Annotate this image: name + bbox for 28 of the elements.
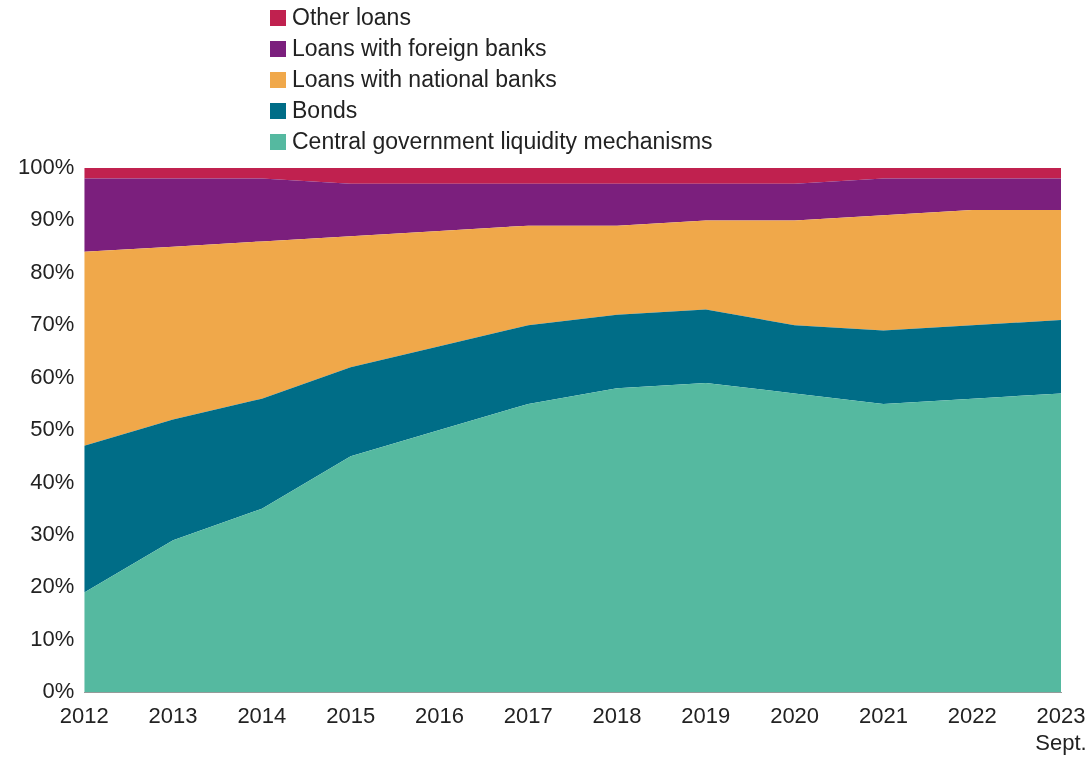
legend-label: Other loans xyxy=(292,3,411,32)
x-tick-label: 2014 xyxy=(237,703,287,729)
x-tick-label: 2023 Sept. xyxy=(1035,703,1087,755)
y-tick-label: 20% xyxy=(30,573,75,599)
x-tick-label: 2020 xyxy=(770,703,820,729)
x-tick-label: 2012 xyxy=(59,703,109,729)
y-tick-label: 90% xyxy=(30,206,75,232)
y-tick-label: 0% xyxy=(42,678,75,704)
x-tick-label: 2019 xyxy=(681,703,731,729)
y-tick-label: 100% xyxy=(17,154,75,180)
y-tick-label: 80% xyxy=(30,258,75,284)
y-tick-label: 70% xyxy=(30,311,75,337)
x-tick-label: 2016 xyxy=(414,703,464,729)
legend-label: Bonds xyxy=(292,96,358,125)
x-tick-label: 2022 xyxy=(947,703,997,729)
y-tick-label: 60% xyxy=(30,363,75,389)
x-tick-label: 2013 xyxy=(148,703,198,729)
x-tick-label: 2021 xyxy=(858,703,908,729)
x-tick-label: 2017 xyxy=(503,703,553,729)
y-tick-label: 30% xyxy=(30,521,75,546)
legend-label: Loans with foreign banks xyxy=(292,34,547,63)
legend-label: Loans with national banks xyxy=(292,65,557,94)
x-tick-label: 2018 xyxy=(592,703,642,729)
y-tick-label: 10% xyxy=(30,625,75,651)
y-tick-label: 50% xyxy=(30,416,75,442)
y-tick-label: 40% xyxy=(30,468,75,494)
legend-label: Central government liquidity mechanisms xyxy=(292,127,713,156)
x-tick-label: 2015 xyxy=(326,703,376,729)
